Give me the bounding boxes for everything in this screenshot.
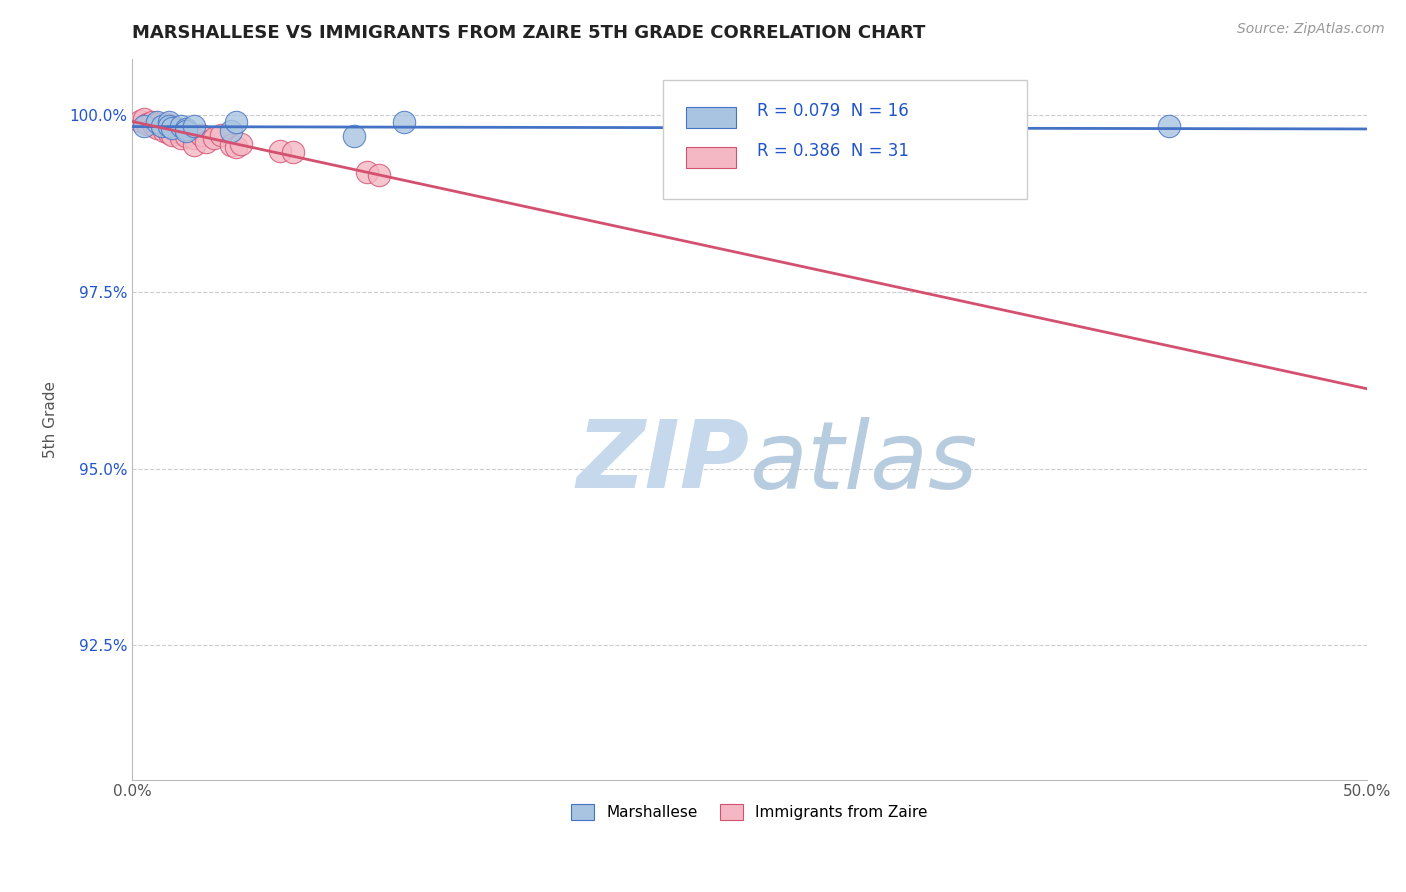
FancyBboxPatch shape [686,107,735,128]
Text: R = 0.079  N = 16: R = 0.079 N = 16 [756,103,908,120]
Point [157,119,180,133]
Point [183,138,205,153]
Point [219,138,242,153]
Point [157,115,180,129]
Point [225,115,247,129]
Point [170,126,193,140]
Point [160,119,183,133]
Point [195,135,218,149]
Point [183,131,205,145]
Point [176,122,198,136]
Point [281,145,304,159]
Point [135,117,157,131]
Text: Source: ZipAtlas.com: Source: ZipAtlas.com [1237,22,1385,37]
Point [160,121,183,136]
Point [157,126,180,140]
Point [356,165,378,179]
Point [170,119,193,133]
FancyBboxPatch shape [664,80,1028,199]
Point [160,128,183,142]
Text: MARSHALLESE VS IMMIGRANTS FROM ZAIRE 5TH GRADE CORRELATION CHART: MARSHALLESE VS IMMIGRANTS FROM ZAIRE 5TH… [132,24,925,42]
Point [343,129,366,144]
Point [837,124,859,138]
Point [150,119,173,133]
Text: R = 0.386  N = 31: R = 0.386 N = 31 [756,142,908,160]
Point [156,117,179,131]
Y-axis label: 5th Grade: 5th Grade [44,381,58,458]
Text: atlas: atlas [749,417,977,508]
Point [170,131,193,145]
Point [166,122,188,136]
Point [141,115,163,129]
Point [392,115,415,129]
Point [176,129,198,144]
Point [150,119,173,133]
Point [225,140,247,154]
FancyBboxPatch shape [686,147,735,168]
Point [146,115,169,129]
Point [134,119,156,133]
Legend: Marshallese, Immigrants from Zaire: Marshallese, Immigrants from Zaire [565,797,934,826]
Point [146,121,169,136]
Point [209,128,232,142]
Point [1159,119,1181,133]
Point [146,117,169,131]
Text: ZIP: ZIP [576,417,749,508]
Point [176,124,198,138]
Point [190,128,212,142]
Point [229,136,252,151]
Point [368,169,391,183]
Point [134,112,156,126]
Point [183,119,205,133]
Point [128,114,150,128]
Point [157,121,180,136]
Point [269,144,291,158]
Point [153,124,176,138]
Point [219,124,242,138]
Point [143,119,166,133]
Point [202,131,225,145]
